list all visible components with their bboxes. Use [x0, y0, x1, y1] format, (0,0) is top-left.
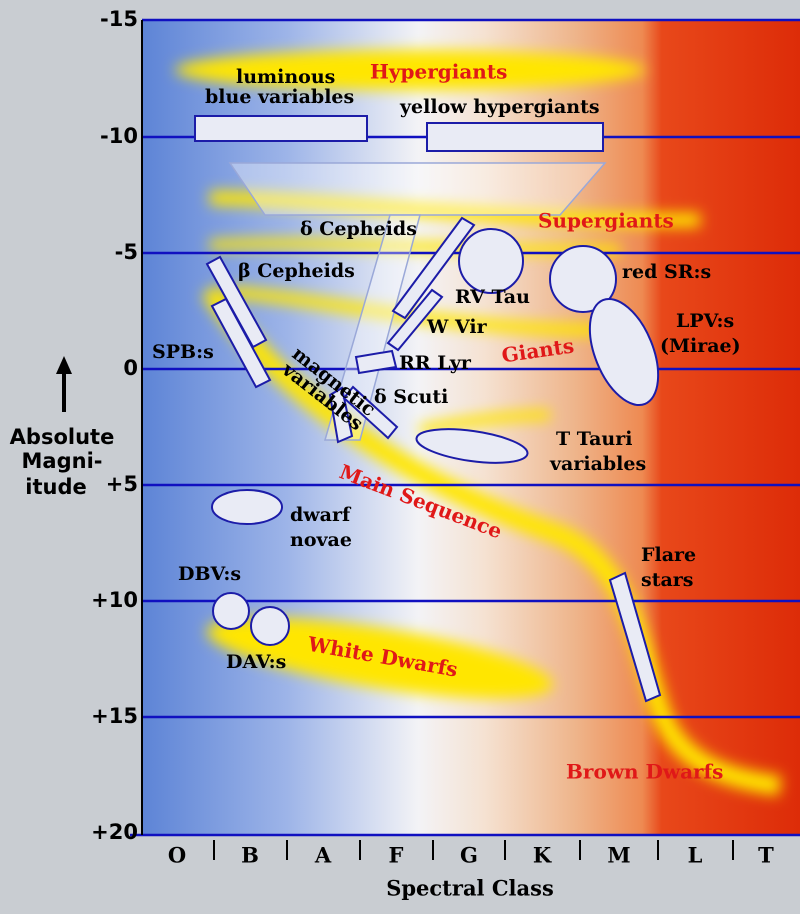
y-axis-title: Absolute Magni- itude — [10, 356, 115, 499]
spb-region — [210, 297, 272, 389]
red-sr-region — [549, 245, 617, 313]
region-label: Brown Dwarfs — [566, 760, 723, 784]
y-tick-label: -10 — [100, 124, 138, 148]
lpv-region — [588, 297, 660, 407]
flare-region — [608, 571, 662, 703]
y-axis-label: Absolute — [10, 425, 115, 449]
magnetic-region — [328, 386, 354, 444]
y-tick-label: +20 — [91, 820, 138, 844]
region-label: Supergiants — [538, 209, 674, 233]
variable-label: RV Tau — [455, 286, 530, 308]
yellow-hypergiant-region — [426, 122, 604, 152]
instability-strip — [228, 162, 607, 441]
dwarf-novae-region — [211, 489, 283, 525]
variable-label: blue variables — [205, 86, 354, 108]
delta-scuti-region — [342, 385, 399, 440]
x-axis-label: Spectral Class — [386, 876, 554, 901]
x-axis — [213, 840, 734, 860]
class-label: F — [389, 843, 404, 868]
variable-label: δ Scuti — [374, 386, 448, 408]
region-label: Hypergiants — [370, 60, 507, 84]
y-axis-label: itude — [25, 475, 86, 499]
rv-tau-region — [458, 228, 524, 294]
y-ticks: -15 -10 -5 0 +5 +10 +15 +20 — [91, 7, 138, 844]
variable-label: DAV:s — [226, 651, 286, 673]
class-label: G — [460, 843, 478, 868]
x-classes: O B A F G K M L T Spectral Class — [168, 843, 774, 901]
strip — [324, 214, 421, 441]
y-tick-label: -5 — [115, 240, 138, 264]
variable-label: T Tauri — [556, 428, 632, 450]
t-tauri-region — [415, 428, 529, 464]
white-dwarf-band — [207, 617, 553, 699]
class-label: A — [314, 843, 332, 868]
class-label: K — [533, 843, 552, 868]
lbv-region — [194, 115, 368, 142]
variable-label: novae — [290, 529, 352, 551]
strip-top — [228, 162, 607, 216]
y-tick-label: +5 — [106, 472, 138, 496]
variable-label: LPV:s — [676, 310, 734, 332]
y-tick-label: 0 — [123, 356, 138, 380]
supergiant-band — [209, 191, 701, 228]
variable-label: (Mirae) — [660, 335, 741, 357]
variable-label: W Vir — [426, 316, 488, 338]
y-tick-label: +15 — [91, 704, 138, 728]
variable-label: red SR:s — [622, 261, 711, 283]
w-vir-region — [386, 288, 444, 352]
variable-label: Flare — [641, 544, 696, 566]
arrow-head — [56, 356, 72, 374]
rr-lyr-region — [354, 349, 398, 375]
y-tick-label: +10 — [91, 588, 138, 612]
giant-branch-band — [419, 410, 551, 435]
variable-label: stars — [641, 569, 694, 591]
variable-label: DBV:s — [178, 563, 241, 585]
variable-label: yellow hypergiants — [399, 96, 600, 118]
y-axis-label: Magni- — [22, 449, 103, 473]
class-label: O — [168, 843, 186, 868]
variable-regions — [194, 115, 662, 703]
class-label: T — [758, 843, 774, 868]
variable-label: dwarf — [290, 504, 352, 526]
main-sequence-band — [201, 284, 782, 796]
hypergiant-band — [175, 50, 645, 90]
supergiant-band — [209, 238, 621, 255]
variable-label: SPB:s — [152, 341, 214, 363]
variable-label: variables — [549, 453, 646, 475]
class-label: L — [688, 843, 703, 868]
class-label: M — [607, 843, 630, 868]
variable-label: RR Lyr — [399, 352, 472, 374]
variable-label: β Cepheids — [238, 260, 355, 282]
variable-label: luminous — [236, 66, 335, 88]
dbv-region — [212, 592, 250, 630]
plot-area — [142, 20, 800, 835]
dav-region — [250, 606, 290, 646]
class-label: B — [241, 843, 259, 868]
variable-label: δ Cepheids — [300, 218, 417, 240]
cepheid-region — [391, 216, 476, 320]
y-tick-label: -15 — [100, 7, 138, 31]
